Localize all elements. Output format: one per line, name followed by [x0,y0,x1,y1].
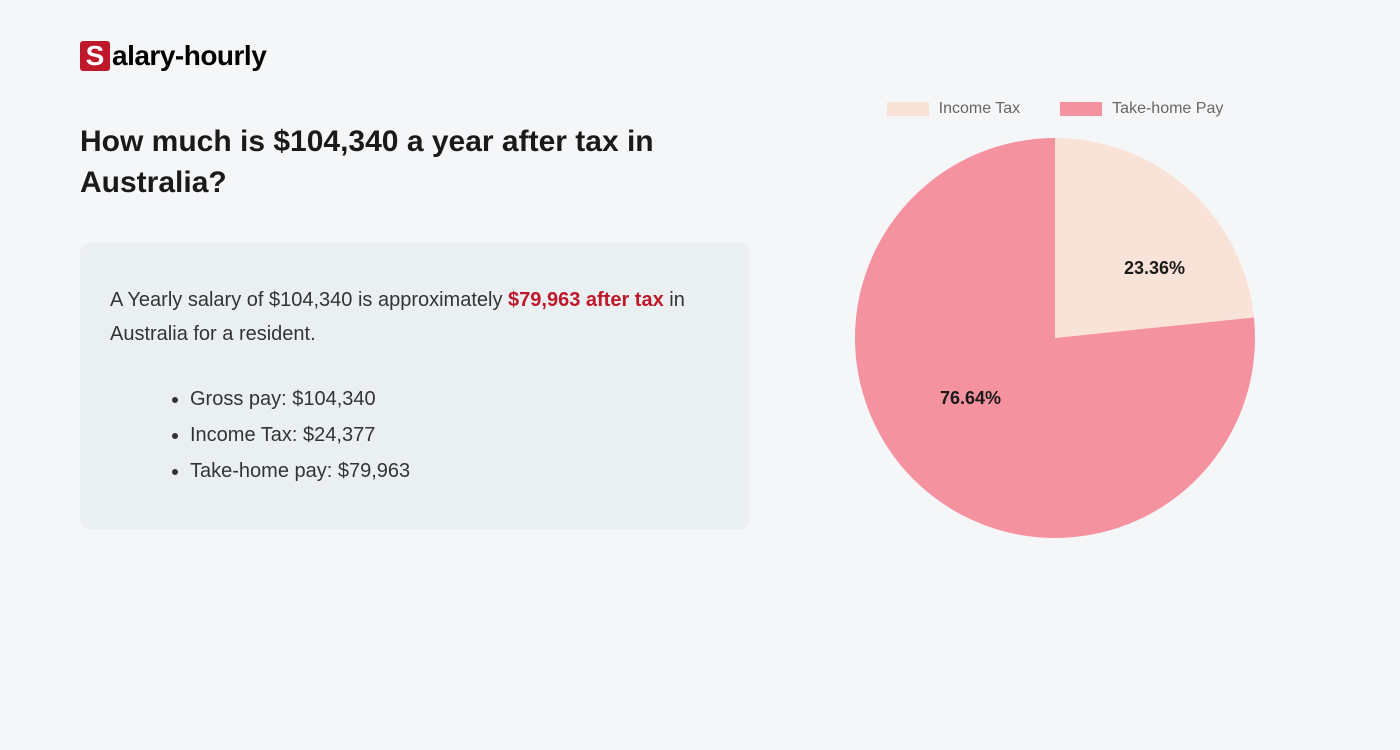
info-highlight: $79,963 after tax [508,289,664,311]
pie-chart [855,138,1255,538]
logo-text: alary-hourly [112,40,266,72]
legend-swatch-tax [887,102,929,116]
logo: S alary-hourly [80,40,750,72]
pie-label-tax: 23.36% [1124,258,1185,279]
pie-label-takehome: 76.64% [940,388,1001,409]
logo-icon: S [80,41,110,71]
bullet-list: Gross pay: $104,340 Income Tax: $24,377 … [110,381,720,489]
pie-chart-container: 23.36% 76.64% [855,138,1255,538]
legend-label-takehome: Take-home Pay [1112,100,1223,118]
bullet-gross: Gross pay: $104,340 [190,381,720,417]
info-box: A Yearly salary of $104,340 is approxima… [80,243,750,529]
info-prefix: A Yearly salary of $104,340 is approxima… [110,289,508,311]
page-title: How much is $104,340 a year after tax in… [80,122,750,203]
bullet-tax: Income Tax: $24,377 [190,417,720,453]
legend-label-tax: Income Tax [939,100,1021,118]
chart-legend: Income Tax Take-home Pay [887,100,1224,118]
legend-swatch-takehome [1060,102,1102,116]
legend-item-takehome: Take-home Pay [1060,100,1223,118]
pie-slice-tax [1055,138,1254,338]
bullet-takehome: Take-home pay: $79,963 [190,453,720,489]
info-summary: A Yearly salary of $104,340 is approxima… [110,283,720,351]
legend-item-tax: Income Tax [887,100,1021,118]
